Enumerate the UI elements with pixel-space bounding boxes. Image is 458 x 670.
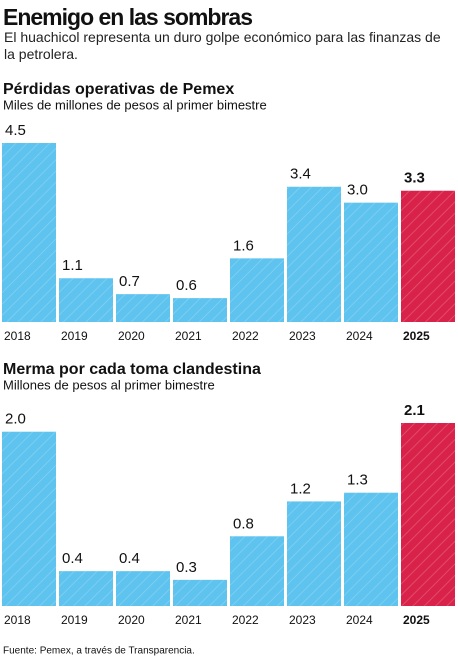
bar-hatch bbox=[230, 258, 284, 322]
x-tick-label: 2024 bbox=[346, 329, 373, 343]
value-label: 1.3 bbox=[347, 472, 368, 489]
source: Fuente: Pemex, a través de Transparencia… bbox=[3, 646, 195, 657]
bar-hatch bbox=[2, 143, 56, 322]
value-label: 2.0 bbox=[5, 411, 26, 428]
x-tick-label: 2025 bbox=[403, 329, 430, 343]
bar-hatch bbox=[173, 298, 227, 322]
bar-hatch bbox=[116, 294, 170, 322]
chart-title: Pérdidas operativas de Pemex bbox=[3, 81, 234, 98]
value-label: 1.6 bbox=[233, 237, 254, 254]
value-label: 3.3 bbox=[404, 170, 425, 187]
x-tick-label: 2025 bbox=[403, 613, 430, 627]
bar-hatch bbox=[59, 571, 113, 606]
bar-hatch bbox=[116, 571, 170, 606]
x-tick-label: 2022 bbox=[232, 329, 259, 343]
x-tick-label: 2021 bbox=[175, 329, 202, 343]
bar-hatch bbox=[173, 579, 227, 606]
x-tick-label: 2020 bbox=[118, 329, 145, 343]
x-tick-label: 2019 bbox=[61, 329, 88, 343]
value-label: 2.1 bbox=[404, 402, 425, 419]
bar-hatch bbox=[2, 431, 56, 606]
x-tick-label: 2020 bbox=[118, 613, 145, 627]
x-tick-label: 2019 bbox=[61, 613, 88, 627]
value-label: 0.4 bbox=[119, 550, 140, 567]
bar-hatch bbox=[230, 536, 284, 606]
x-tick-label: 2024 bbox=[346, 613, 373, 627]
value-label: 0.7 bbox=[119, 273, 140, 290]
page-title: Enemigo en las sombras bbox=[3, 4, 252, 30]
x-tick-label: 2018 bbox=[4, 613, 31, 627]
page-subtitle: El huachicol representa un duro golpe ec… bbox=[4, 29, 441, 62]
value-label: 3.4 bbox=[290, 166, 311, 183]
bar-hatch bbox=[344, 202, 398, 322]
value-label: 0.4 bbox=[62, 550, 83, 567]
chart-title: Merma por cada toma clandestina bbox=[3, 361, 261, 378]
value-label: 0.8 bbox=[233, 515, 254, 532]
value-label: 4.5 bbox=[5, 122, 26, 139]
value-label: 1.2 bbox=[290, 480, 311, 497]
x-tick-label: 2022 bbox=[232, 613, 259, 627]
value-label: 0.6 bbox=[176, 277, 197, 294]
value-label: 0.3 bbox=[176, 559, 197, 576]
bar-hatch bbox=[287, 501, 341, 606]
x-tick-label: 2023 bbox=[289, 329, 316, 343]
value-label: 3.0 bbox=[347, 182, 368, 199]
x-tick-label: 2021 bbox=[175, 613, 202, 627]
bar-hatch bbox=[401, 190, 455, 322]
x-tick-label: 2018 bbox=[4, 329, 31, 343]
value-label: 1.1 bbox=[62, 257, 83, 274]
chart-subtitle: Millones de pesos al primer bimestre bbox=[3, 377, 215, 392]
bar-hatch bbox=[344, 492, 398, 606]
bar-hatch bbox=[401, 423, 455, 606]
x-tick-label: 2023 bbox=[289, 613, 316, 627]
bar-hatch bbox=[287, 186, 341, 322]
chart-subtitle: Miles de millones de pesos al primer bim… bbox=[3, 97, 267, 112]
bar-hatch bbox=[59, 278, 113, 322]
